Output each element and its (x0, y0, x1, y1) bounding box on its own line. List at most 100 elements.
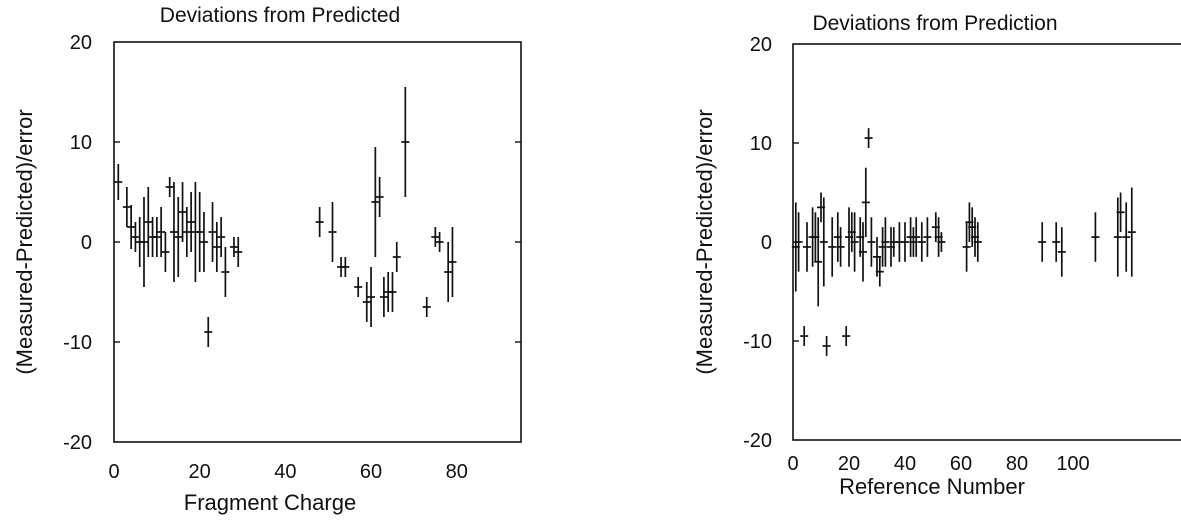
data-point (341, 257, 350, 277)
data-point (354, 277, 363, 297)
data-point (819, 197, 828, 287)
data-point (875, 256, 884, 287)
data-point (204, 317, 213, 347)
data-point (1127, 187, 1136, 277)
data-point (973, 222, 982, 262)
data-point (392, 242, 401, 272)
data-point (362, 282, 371, 322)
data-point (401, 87, 410, 197)
data-point (864, 128, 873, 148)
right-chart: Deviations from Prediction (Measured-Pre… (692, 12, 1181, 499)
data-point (199, 212, 208, 272)
x-tick-label: 0 (108, 461, 119, 483)
data-point (315, 207, 324, 237)
data-point (208, 202, 217, 262)
data-point (1057, 227, 1066, 277)
data-point (962, 222, 971, 272)
data-point (221, 247, 230, 297)
y-tick-label: 10 (70, 132, 92, 154)
data-point (234, 237, 243, 267)
x-tick-label: 60 (360, 461, 382, 483)
data-point (139, 197, 148, 287)
data-point (367, 267, 376, 327)
y-tick-label: 20 (750, 34, 772, 56)
left-chart: Deviations from Predicted (Measured-Pred… (12, 4, 522, 515)
left-data-points (114, 87, 457, 347)
data-point (371, 147, 380, 257)
y-tick-label: -10 (63, 332, 92, 354)
x-tick-label: 20 (838, 453, 860, 475)
data-point (842, 326, 851, 346)
data-point (127, 205, 136, 249)
right-y-axis-label: (Measured-Predicted)/error (692, 109, 717, 374)
data-point (178, 182, 187, 242)
x-tick-label: 100 (1056, 453, 1089, 475)
data-point (328, 202, 337, 262)
data-point (917, 222, 926, 262)
data-point (448, 227, 457, 297)
data-point (828, 217, 837, 277)
data-point (229, 237, 238, 257)
right-x-ticks: 0 20 40 60 80 100 (787, 453, 1089, 475)
y-tick-label: 0 (761, 232, 772, 254)
x-tick-label: 0 (787, 453, 798, 475)
data-point (444, 242, 453, 302)
x-tick-label: 40 (274, 461, 296, 483)
data-point (182, 207, 191, 257)
data-point (1091, 212, 1100, 262)
y-tick-label: 0 (81, 232, 92, 254)
data-point (1122, 202, 1131, 272)
left-chart-title: Deviations from Predicted (160, 4, 400, 27)
data-point (803, 222, 811, 272)
data-point (836, 227, 845, 267)
data-point (169, 182, 178, 282)
data-point (157, 207, 166, 257)
left-x-axis-label: Fragment Charge (184, 490, 356, 515)
data-point (901, 222, 909, 262)
y-tick-label: -20 (63, 432, 92, 454)
data-point (165, 177, 174, 197)
data-point (861, 167, 870, 238)
right-chart-title: Deviations from Prediction (812, 12, 1057, 35)
data-point (850, 212, 859, 272)
data-point (867, 217, 876, 267)
right-x-axis-label: Reference Number (839, 474, 1025, 499)
right-data-points (791, 128, 1136, 356)
right-y-ticks: 20 10 0 -10 -20 (743, 34, 799, 452)
data-point (1113, 197, 1122, 277)
data-point (195, 192, 204, 272)
left-plot-frame (113, 41, 522, 443)
data-point (912, 217, 921, 257)
data-point (388, 272, 397, 312)
data-point (814, 217, 823, 307)
data-point (122, 187, 131, 227)
data-point (923, 217, 932, 257)
data-point (144, 187, 153, 257)
data-point (800, 326, 809, 346)
data-point (822, 336, 831, 356)
data-point (217, 217, 226, 257)
y-tick-label: -10 (743, 331, 772, 353)
data-point (435, 232, 444, 252)
data-point (1116, 192, 1125, 233)
x-tick-label: 20 (189, 461, 211, 483)
data-point (881, 217, 890, 267)
data-point (212, 222, 221, 272)
left-y-axis-label: (Measured-Predicted)/error (12, 109, 37, 374)
x-tick-label: 80 (1006, 453, 1028, 475)
data-point (375, 177, 384, 217)
data-point (859, 222, 867, 282)
data-point (794, 212, 803, 272)
data-point (114, 164, 123, 200)
y-tick-label: 10 (750, 133, 772, 155)
y-tick-label: -20 (743, 430, 772, 452)
data-point (431, 227, 440, 247)
data-point (937, 232, 946, 252)
data-point (131, 222, 140, 252)
left-x-ticks: 0 20 40 60 80 (108, 461, 467, 483)
x-tick-label: 60 (950, 453, 972, 475)
data-point (1052, 222, 1061, 262)
data-point (187, 192, 196, 252)
data-point (152, 217, 161, 257)
data-point (174, 197, 183, 277)
